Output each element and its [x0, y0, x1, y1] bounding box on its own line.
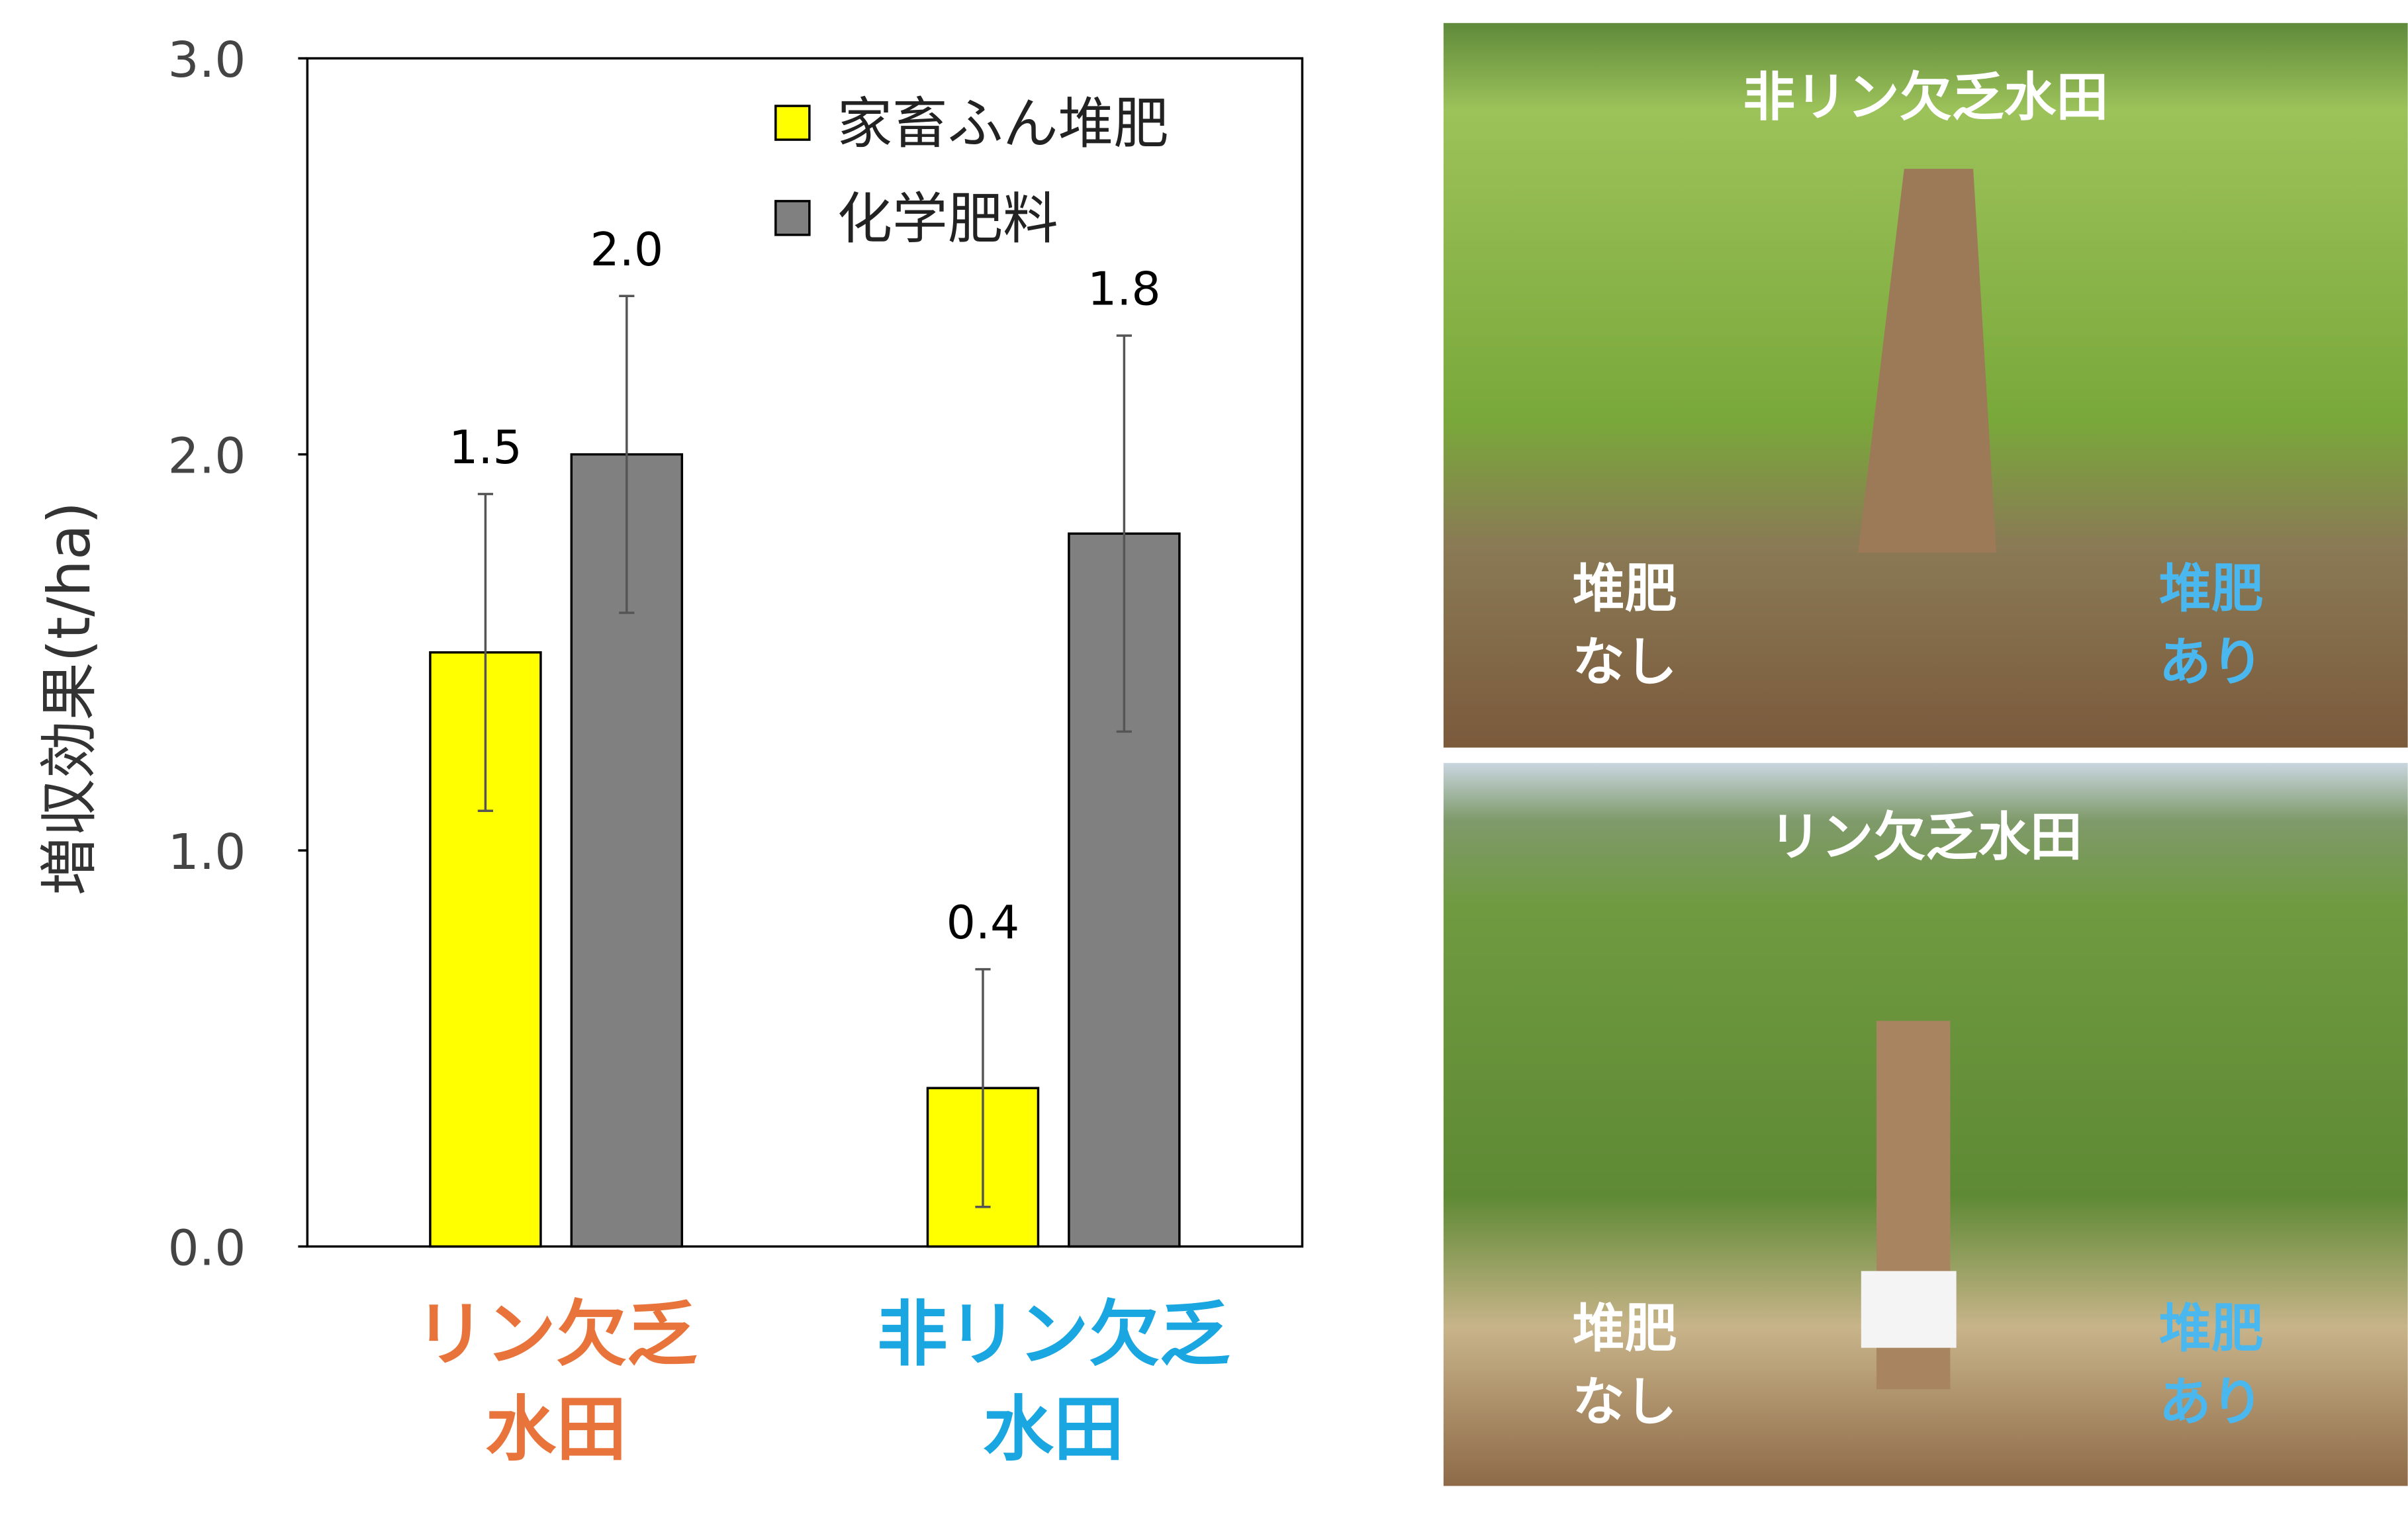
legend-label: 家畜ふん堆肥 [837, 91, 1169, 156]
plot-frame [306, 57, 1304, 1248]
y-axis-label: 増収効果(t/ha) [35, 502, 103, 895]
legend-swatch [774, 200, 811, 236]
value-label: 0.4 [947, 896, 1020, 950]
value-label: 1.5 [449, 421, 522, 474]
y-tick-label: 3.0 [167, 31, 246, 89]
legend-swatch [774, 105, 811, 141]
photo-title: 非リン欠乏水田 [1743, 67, 2108, 128]
photo [1443, 23, 2408, 748]
sign [1861, 1271, 1957, 1348]
x-tick-label: リン欠乏水田 [415, 1294, 698, 1471]
photo-label: 堆肥あり [2159, 1298, 2264, 1432]
legend-label: 化学肥料 [837, 187, 1058, 251]
photo-title: リン欠乏水田 [1769, 807, 2082, 868]
y-tick-label: 2.0 [167, 427, 246, 484]
photo [1443, 762, 2408, 1486]
photo-label: 堆肥あり [2159, 558, 2264, 692]
y-tick-label: 1.0 [167, 823, 246, 881]
x-tick-label: 非リン欠乏水田 [877, 1294, 1230, 1471]
photo-label: 堆肥なし [1573, 558, 1677, 692]
value-label: 2.0 [590, 223, 663, 277]
value-label: 1.8 [1088, 263, 1161, 316]
y-tick-label: 0.0 [167, 1219, 246, 1277]
photo-label: 堆肥なし [1573, 1298, 1677, 1432]
